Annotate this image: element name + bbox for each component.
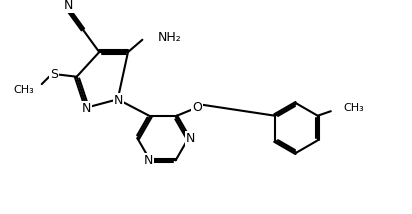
- Text: CH₃: CH₃: [13, 85, 34, 95]
- Text: N: N: [64, 0, 74, 12]
- Text: NH₂: NH₂: [158, 31, 182, 44]
- Text: N: N: [82, 102, 91, 115]
- Text: O: O: [192, 101, 202, 114]
- Text: N: N: [186, 132, 195, 145]
- Text: CH₃: CH₃: [343, 103, 364, 113]
- Text: N: N: [114, 94, 123, 107]
- Text: N: N: [143, 154, 153, 167]
- Text: S: S: [50, 68, 58, 81]
